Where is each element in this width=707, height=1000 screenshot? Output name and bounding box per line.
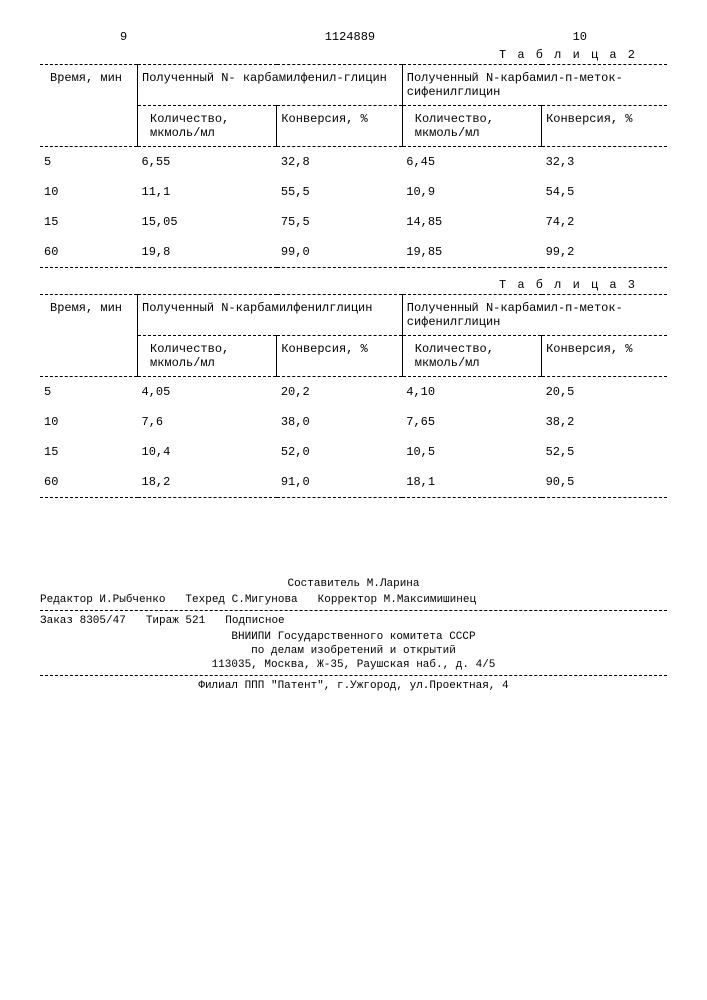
cell: 10,5	[402, 437, 541, 467]
cell: 14,85	[402, 207, 541, 237]
sub-qty1: Количество, мкмоль/мл	[138, 106, 277, 147]
addr1: 113035, Москва, Ж-35, Раушская наб., д. …	[40, 659, 667, 671]
table-3: Время, мин Полученный N-карбамилфенилгли…	[40, 294, 667, 498]
page-header: 9 1124889 10	[40, 30, 667, 44]
table-row: 6019,899,019,8599,2	[40, 237, 667, 268]
cell: 54,5	[542, 177, 667, 207]
footer-block: Составитель М.Ларина Редактор И.Рыбченко…	[40, 578, 667, 692]
cell: 10,9	[402, 177, 541, 207]
cell: 7,65	[402, 407, 541, 437]
cell: 10,4	[138, 437, 277, 467]
col-group1-header: Полученный N-карбамилфенилглицин	[138, 295, 403, 336]
col-time-header: Время, мин	[40, 295, 138, 377]
sub-qty1: Количество, мкмоль/мл	[138, 336, 277, 377]
cell: 4,10	[402, 377, 541, 408]
table-row: 6018,291,018,190,5	[40, 467, 667, 498]
cell: 19,85	[402, 237, 541, 268]
cell: 5	[40, 377, 138, 408]
cell: 99,0	[277, 237, 402, 268]
cell: 11,1	[138, 177, 277, 207]
filial: Филиал ППП "Патент", г.Ужгород, ул.Проек…	[40, 680, 667, 692]
cell: 52,0	[277, 437, 402, 467]
sub-conv1: Конверсия, %	[277, 106, 402, 147]
table-row: 56,5532,86,4532,3	[40, 147, 667, 178]
cell: 15,05	[138, 207, 277, 237]
tech: Техред С.Мигунова	[185, 594, 297, 606]
cell: 18,2	[138, 467, 277, 498]
cell: 15	[40, 437, 138, 467]
cell: 6,45	[402, 147, 541, 178]
table-row: 1510,452,010,552,5	[40, 437, 667, 467]
cell: 7,6	[138, 407, 277, 437]
cell: 10	[40, 177, 138, 207]
editor: Редактор И.Рыбченко	[40, 594, 165, 606]
cell: 20,5	[542, 377, 667, 408]
composer: Составитель М.Ларина	[40, 578, 667, 590]
cell: 38,0	[277, 407, 402, 437]
cell: 91,0	[277, 467, 402, 498]
cell: 90,5	[542, 467, 667, 498]
table-row: 1011,155,510,954,5	[40, 177, 667, 207]
sub-qty2: Количество, мкмоль/мл	[402, 106, 541, 147]
cell: 99,2	[542, 237, 667, 268]
table3-label: Т а б л и ц а 3	[40, 278, 667, 292]
page-right-num: 10	[573, 30, 587, 44]
cell: 15	[40, 207, 138, 237]
cell: 52,5	[542, 437, 667, 467]
col-group2-header: Полученный N-карбамил-п-меток-сифенилгли…	[402, 295, 667, 336]
cell: 38,2	[542, 407, 667, 437]
cell: 60	[40, 467, 138, 498]
page-left-num: 9	[120, 30, 127, 44]
order: Заказ 8305/47	[40, 615, 126, 627]
col-group1-header: Полученный N- карбамилфенил-глицин	[138, 65, 403, 106]
table2-label: Т а б л и ц а 2	[40, 48, 667, 62]
col-time-header: Время, мин	[40, 65, 138, 147]
sub-qty2: Количество, мкмоль/мл	[402, 336, 541, 377]
cell: 19,8	[138, 237, 277, 268]
cell: 60	[40, 237, 138, 268]
cell: 32,8	[277, 147, 402, 178]
cell: 6,55	[138, 147, 277, 178]
corrector: Корректор М.Максимишинец	[318, 594, 476, 606]
cell: 32,3	[542, 147, 667, 178]
cell: 55,5	[277, 177, 402, 207]
tirazh: Тираж 521	[146, 615, 205, 627]
table-row: 54,0520,24,1020,5	[40, 377, 667, 408]
org2: по делам изобретений и открытий	[40, 645, 667, 657]
sub-conv1: Конверсия, %	[277, 336, 402, 377]
sign: Подписное	[225, 615, 284, 627]
cell: 4,05	[138, 377, 277, 408]
cell: 20,2	[277, 377, 402, 408]
doc-number: 1124889	[325, 30, 375, 44]
table-row: 107,638,07,6538,2	[40, 407, 667, 437]
cell: 75,5	[277, 207, 402, 237]
col-group2-header: Полученный N-карбамил-п-меток-сифенилгли…	[402, 65, 667, 106]
cell: 74,2	[542, 207, 667, 237]
table-2: Время, мин Полученный N- карбамилфенил-г…	[40, 64, 667, 268]
sub-conv2: Конверсия, %	[542, 106, 667, 147]
cell: 5	[40, 147, 138, 178]
cell: 10	[40, 407, 138, 437]
cell: 18,1	[402, 467, 541, 498]
org1: ВНИИПИ Государственного комитета СССР	[40, 631, 667, 643]
sub-conv2: Конверсия, %	[542, 336, 667, 377]
table-row: 1515,0575,514,8574,2	[40, 207, 667, 237]
